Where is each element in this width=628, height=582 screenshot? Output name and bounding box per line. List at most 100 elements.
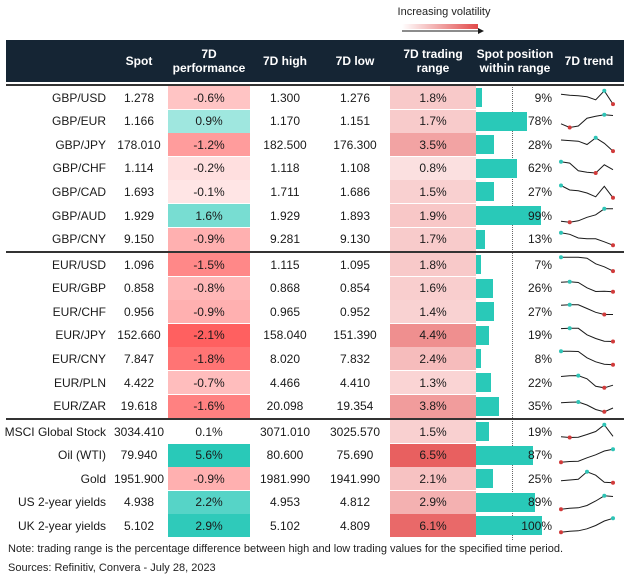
trend-low-point <box>611 196 615 201</box>
trend-low-point <box>559 459 563 464</box>
cell-spot: 7.847 <box>123 351 155 366</box>
cell-name: Gold <box>80 471 106 486</box>
trend-low-point <box>602 312 607 317</box>
cell-position: 100% <box>521 518 552 533</box>
cell-range: 2.1% <box>390 467 476 491</box>
trend-high-point <box>593 135 598 140</box>
trend-low-point <box>611 242 615 247</box>
trend-low-point <box>611 363 615 368</box>
cell-low: 0.952 <box>339 304 371 319</box>
table-row: GBP/EUR 1.166 0.9% 1.170 1.151 1.7% 78% <box>6 109 624 133</box>
trend-high-point <box>559 230 563 235</box>
cell-range: 1.8% <box>390 86 476 109</box>
position-bar <box>476 492 535 512</box>
cell-low: 9.130 <box>339 232 371 247</box>
cell-position: 7% <box>534 257 552 272</box>
table-row: GBP/CHF 1.114 -0.2% 1.118 1.108 0.8% 62% <box>6 156 624 180</box>
trend-high-point <box>559 183 563 188</box>
table-row: EUR/CNY 7.847 -1.8% 8.020 7.832 2.4% 8% <box>6 347 624 371</box>
cell-spot: 0.858 <box>123 281 155 296</box>
trend-line <box>560 327 614 342</box>
position-bar <box>476 396 500 416</box>
volatility-legend: Increasing volatility <box>386 4 506 34</box>
trend-high-point <box>559 349 563 354</box>
cell-name: UK 2-year yields <box>17 518 106 533</box>
footnote: Note: trading range is the percentage di… <box>8 543 564 555</box>
cell-spot: 4.422 <box>123 375 155 390</box>
cell-position: 27% <box>527 304 552 319</box>
table-row: EUR/ZAR 19.618 -1.6% 20.098 19.354 3.8% 35% <box>6 394 624 418</box>
trend-line <box>560 137 614 152</box>
cell-name: GBP/AUD <box>51 208 106 223</box>
trend-sparkline <box>559 159 614 175</box>
cell-name: GBP/USD <box>51 90 106 105</box>
cell-spot: 1.278 <box>123 90 155 105</box>
table-row: GBP/CAD 1.693 -0.1% 1.711 1.686 1.5% 27% <box>6 180 624 204</box>
position-bar <box>476 349 482 369</box>
col-low-header: 7D low <box>335 54 375 68</box>
cell-high: 1.118 <box>270 161 300 176</box>
cell-perf: -0.9% <box>168 300 250 324</box>
cell-low: 1.108 <box>339 161 371 176</box>
cell-perf: -1.5% <box>168 253 250 276</box>
cell-perf: -1.2% <box>168 133 250 157</box>
cell-low: 0.854 <box>339 281 371 296</box>
cell-high: 4.953 <box>269 495 301 510</box>
cell-position: 28% <box>527 137 552 152</box>
cell-low: 7.832 <box>339 351 371 366</box>
trend-high-point <box>602 422 607 427</box>
cell-spot: 79.940 <box>120 448 158 463</box>
cell-position: 26% <box>527 281 552 296</box>
trend-low-point <box>611 102 615 107</box>
cell-spot: 1.929 <box>123 208 155 223</box>
position-bar <box>476 469 493 489</box>
cell-perf: -2.1% <box>168 323 250 347</box>
position-bar <box>476 135 495 155</box>
cell-name: GBP/CNY <box>51 232 106 247</box>
cell-position: 22% <box>527 375 552 390</box>
volatility-arrow-icon <box>402 24 484 34</box>
trend-line <box>560 208 613 223</box>
cell-range: 2.9% <box>390 490 476 514</box>
position-bar <box>476 373 491 392</box>
cell-perf: -1.8% <box>168 347 250 371</box>
group-separator <box>6 84 624 86</box>
trend-line <box>560 495 614 510</box>
cell-position: 35% <box>527 399 552 414</box>
cell-position: 8% <box>534 351 552 366</box>
cell-range: 1.7% <box>390 109 476 133</box>
cell-low: 1.151 <box>339 114 371 129</box>
cell-low: 3025.570 <box>329 424 381 439</box>
trend-line <box>560 185 614 199</box>
cell-name: EUR/USD <box>51 257 106 272</box>
cell-low: 4.812 <box>339 495 371 510</box>
trend-sparkline <box>559 493 614 512</box>
trend-high-point <box>602 206 607 211</box>
cell-high: 9.281 <box>269 232 301 247</box>
cell-position: 9% <box>534 90 552 105</box>
cell-high: 182.500 <box>263 137 307 152</box>
table-row: EUR/PLN 4.422 -0.7% 4.466 4.410 1.3% 22% <box>6 371 624 394</box>
trend-low-point <box>611 339 615 344</box>
cell-spot: 9.150 <box>123 232 155 247</box>
trend-low-point <box>559 507 563 512</box>
position-bar <box>476 422 489 441</box>
cell-high: 4.466 <box>269 375 301 390</box>
trend-sparkline <box>560 302 613 317</box>
cell-spot: 1.096 <box>123 257 155 272</box>
cell-perf: 2.9% <box>168 514 250 538</box>
cell-range: 1.3% <box>390 371 476 394</box>
cell-name: EUR/CNY <box>51 351 106 366</box>
table-row: GBP/AUD 1.929 1.6% 1.929 1.893 1.9% 99% <box>6 204 624 227</box>
table-row: GBP/JPY 178.010 -1.2% 182.500 176.300 3.5% 28% <box>6 133 624 157</box>
cell-spot: 178.010 <box>117 137 161 152</box>
trend-sparkline <box>560 422 614 440</box>
trend-sparkline <box>559 516 615 535</box>
cell-range: 1.7% <box>390 227 476 251</box>
cell-range: 0.8% <box>390 156 476 180</box>
cell-spot: 19.618 <box>120 399 158 414</box>
trend-line <box>560 375 614 389</box>
cell-range: 2.4% <box>390 347 476 371</box>
table-row: EUR/CHF 0.956 -0.9% 0.965 0.952 1.4% 27% <box>6 300 624 324</box>
cell-name: GBP/CHF <box>52 161 106 176</box>
